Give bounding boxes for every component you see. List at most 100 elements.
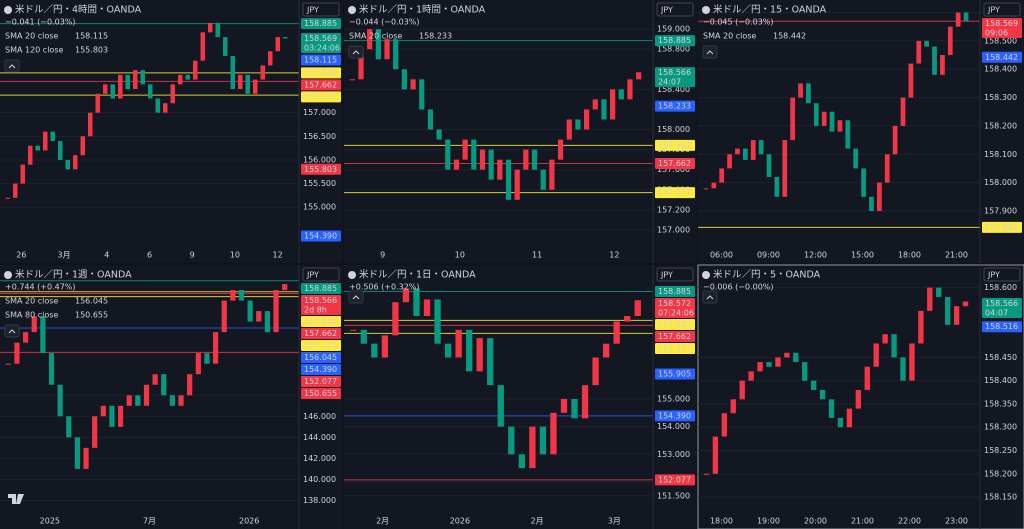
candle (508, 426, 515, 455)
collapse-button[interactable] (348, 45, 364, 59)
price-change: −0.041 (−0.03%) (5, 18, 76, 27)
price-tag (982, 51, 1022, 63)
candle (891, 334, 897, 358)
candle (955, 12, 961, 27)
candle (793, 352, 799, 363)
candle (962, 301, 969, 307)
candle (963, 12, 969, 22)
collapse-button[interactable] (4, 59, 20, 73)
collapse-icon[interactable] (352, 50, 360, 55)
y-tick-label: 158.300 (984, 93, 1017, 102)
chart-panel: 157.000 156.500 156.000 155.500 155.000 26 3月 4… (0, 0, 343, 263)
currency-button[interactable] (983, 267, 1021, 282)
collapse-button[interactable] (348, 290, 364, 304)
price-tag-label: 156.045 (304, 353, 337, 362)
indicator-value: 156.045 (75, 297, 108, 306)
candle (846, 408, 853, 428)
candle (487, 338, 494, 386)
x-tick-label: 20:00 (804, 517, 827, 526)
price-tag-label: 157.662 (658, 332, 691, 341)
symbol-icon (4, 271, 12, 279)
candle (592, 99, 598, 110)
price-tag (655, 368, 695, 380)
candle (434, 299, 441, 344)
chart-title: 米ドル／円・1時間・OANDA (359, 4, 486, 16)
candle (375, 29, 381, 60)
y-tick-label: 159.000 (657, 25, 690, 34)
currency-button[interactable] (656, 267, 694, 282)
candle (133, 70, 138, 90)
candle (413, 288, 420, 317)
candle (627, 79, 633, 100)
candle (169, 395, 175, 406)
candle (161, 374, 167, 396)
collapse-icon[interactable] (8, 329, 16, 334)
x-tick-label: 2月 (376, 517, 389, 526)
currency-label[interactable]: JPY (660, 271, 673, 280)
collapse-icon[interactable] (706, 295, 714, 300)
y-tick-label: 153.000 (657, 450, 690, 459)
candle (488, 149, 494, 180)
price-tag-label: 158.885 (304, 19, 337, 28)
candle (5, 197, 10, 199)
collapse-button[interactable] (4, 324, 20, 338)
currency-label[interactable]: JPY (306, 6, 319, 15)
price-tag (301, 316, 341, 327)
currency-button[interactable] (302, 2, 340, 17)
currency-button[interactable] (656, 2, 694, 17)
y-tick-label: 158.400 (657, 85, 690, 94)
candle (350, 329, 357, 331)
currency-label[interactable]: JPY (987, 6, 1000, 15)
candle (23, 332, 29, 343)
candle (215, 22, 220, 38)
candle (784, 352, 790, 358)
y-tick-label: 158.400 (984, 65, 1017, 74)
price-tag-label: 157.842 (304, 317, 337, 326)
candle (40, 316, 46, 354)
currency-label[interactable]: JPY (660, 6, 673, 15)
y-tick-label: 158.200 (984, 469, 1017, 478)
candle (518, 454, 525, 469)
candle (909, 343, 915, 381)
candle (602, 343, 610, 358)
candle (95, 93, 100, 113)
candle (936, 287, 942, 297)
price-tag-label: 158.115 (304, 55, 337, 64)
candle (531, 149, 538, 170)
candle (476, 338, 483, 372)
collapse-icon[interactable] (706, 50, 714, 55)
candle (455, 329, 462, 358)
price-tag-label: 155.803 (304, 165, 337, 174)
currency-label[interactable]: JPY (306, 271, 319, 280)
candle (703, 473, 710, 475)
candle (730, 399, 736, 414)
candle (540, 169, 546, 190)
price-tag-label: 157.371 (658, 344, 691, 353)
candle (402, 288, 410, 303)
collapse-icon[interactable] (352, 295, 360, 300)
candle (444, 343, 452, 358)
price-tag (301, 376, 341, 387)
candle (766, 362, 772, 367)
candle (148, 84, 153, 99)
candle (739, 380, 745, 400)
price-tag-countdown: 07:24:06 (658, 309, 694, 318)
candle (869, 196, 874, 211)
price-tag (982, 18, 1022, 38)
candle (110, 84, 115, 99)
y-tick-label: 157.000 (303, 108, 336, 117)
collapse-button[interactable] (702, 45, 718, 59)
x-tick-label: 2026 (239, 517, 259, 526)
currency-button[interactable] (302, 267, 340, 282)
candle (837, 417, 844, 428)
collapse-icon[interactable] (8, 64, 16, 69)
candle (953, 306, 960, 325)
collapse-button[interactable] (702, 290, 718, 304)
currency-button[interactable] (983, 2, 1021, 17)
candle (247, 300, 253, 322)
candle (806, 83, 811, 104)
candle (947, 26, 953, 56)
x-tick-label: 9 (190, 251, 195, 260)
candle (828, 399, 835, 418)
currency-label[interactable]: JPY (987, 271, 1000, 280)
